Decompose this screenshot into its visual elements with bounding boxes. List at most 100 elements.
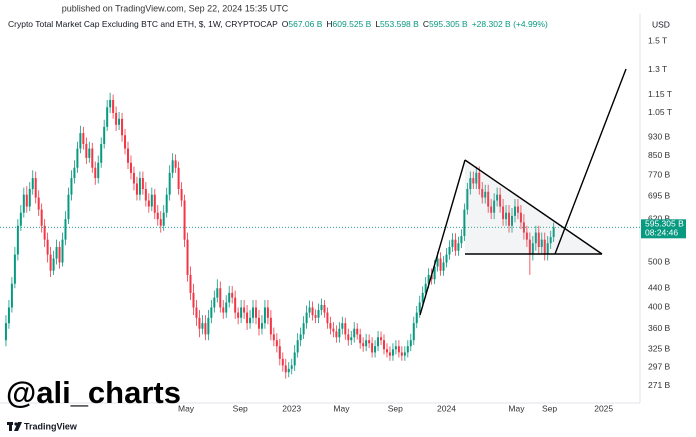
y-tick-label: 850 B (648, 150, 671, 160)
candle-body (374, 346, 377, 353)
candle-body (528, 239, 531, 255)
candle-body (213, 297, 216, 308)
candle-body (377, 337, 380, 347)
candle-body (222, 307, 225, 313)
candle-body (549, 237, 552, 244)
candle-body (347, 334, 350, 341)
candle-body (525, 232, 528, 240)
candle-body (118, 118, 121, 125)
candle-body (371, 343, 374, 353)
candle-body (481, 188, 484, 198)
candle-body (445, 254, 448, 263)
candle-body (519, 212, 522, 223)
candle-body (25, 194, 28, 207)
candle-body (385, 349, 388, 353)
candle-body (439, 258, 442, 271)
candle-body (22, 194, 25, 213)
candle-body (28, 188, 31, 207)
candle-body (299, 334, 302, 341)
y-tick-label: 620 B (648, 213, 671, 223)
candle-body (320, 304, 323, 310)
ohlc-key: C (423, 19, 429, 29)
y-tick-label: 1.5 T (648, 35, 667, 45)
x-tick-label: 2024 (437, 403, 456, 413)
candle-body (513, 206, 516, 216)
candle-body (159, 219, 162, 226)
candle-body (275, 340, 278, 347)
candle-body (67, 194, 70, 220)
symbol-legend: Crypto Total Market Cap Excluding BTC an… (8, 19, 548, 29)
candle-body (249, 317, 252, 324)
candle-body (201, 323, 204, 329)
candle-body (40, 209, 43, 226)
candle-body (442, 262, 445, 271)
candle-body (537, 232, 540, 247)
last-price-label: 595.305 B (645, 219, 684, 229)
x-tick-label: 2025 (594, 403, 613, 413)
candle-body (79, 133, 82, 149)
ohlc-value: 553.598 B (380, 19, 419, 29)
candle-body (257, 317, 260, 329)
candle-body (552, 227, 555, 238)
y-tick-label: 1.15 T (648, 89, 672, 99)
candle-body (388, 352, 391, 356)
candle-body (391, 349, 394, 356)
candle-body (43, 225, 46, 240)
candle-body (94, 167, 97, 179)
candle-body (52, 258, 55, 271)
candle-body (231, 292, 234, 298)
candle-body (240, 307, 243, 318)
candle-body (46, 239, 49, 255)
candle-body (490, 206, 493, 213)
candle-body (433, 266, 436, 280)
published-note: published on TradingView.com, Sep 22, 20… (62, 3, 289, 13)
y-tick-label: 271 B (648, 380, 671, 390)
symbol: Crypto Total Market Cap Excluding BTC an… (8, 19, 278, 29)
candle-body (147, 200, 150, 207)
countdown: 08:24:46 (645, 228, 678, 238)
candle-body (255, 307, 257, 318)
candle-body (85, 144, 88, 158)
candle-body (287, 368, 290, 373)
candle-body (394, 346, 397, 350)
candle-body (359, 334, 362, 344)
candle-body (31, 178, 34, 189)
candle-body (415, 312, 418, 324)
candle-body (341, 323, 344, 329)
plot-area (0, 92, 640, 379)
candle-body (344, 323, 347, 335)
candle-body (10, 283, 13, 308)
candle-body (186, 239, 189, 275)
candle-body (487, 191, 490, 207)
candle-body (263, 307, 266, 324)
candle-body (91, 148, 94, 168)
candle-body (475, 172, 478, 184)
candle-body (100, 144, 103, 163)
x-tick-label: May (178, 403, 195, 413)
candle-body (19, 212, 22, 226)
candle-body (61, 239, 64, 263)
candle-body (463, 209, 466, 237)
candle-body (228, 292, 231, 303)
candle-body (269, 317, 272, 335)
candle-body (335, 331, 338, 338)
y-tick-label: 400 B (648, 302, 671, 312)
candle-body (124, 135, 127, 149)
footer-brand: TradingView (24, 421, 78, 431)
candle-body (406, 346, 409, 353)
candle-body (138, 178, 141, 195)
candle-body (272, 334, 275, 341)
candle-body (353, 328, 356, 338)
drawings (419, 68, 627, 316)
change: +28.302 B (+4.99%) (472, 19, 548, 29)
candle-body (454, 239, 457, 251)
candle-body (534, 232, 537, 244)
candle-body (478, 172, 481, 189)
candle-body (540, 239, 543, 247)
candle-body (112, 99, 115, 113)
x-tick-label: May (333, 403, 350, 413)
x-tick-label: Sep (233, 403, 248, 413)
candle-body (278, 346, 281, 359)
candle-body (150, 194, 153, 207)
